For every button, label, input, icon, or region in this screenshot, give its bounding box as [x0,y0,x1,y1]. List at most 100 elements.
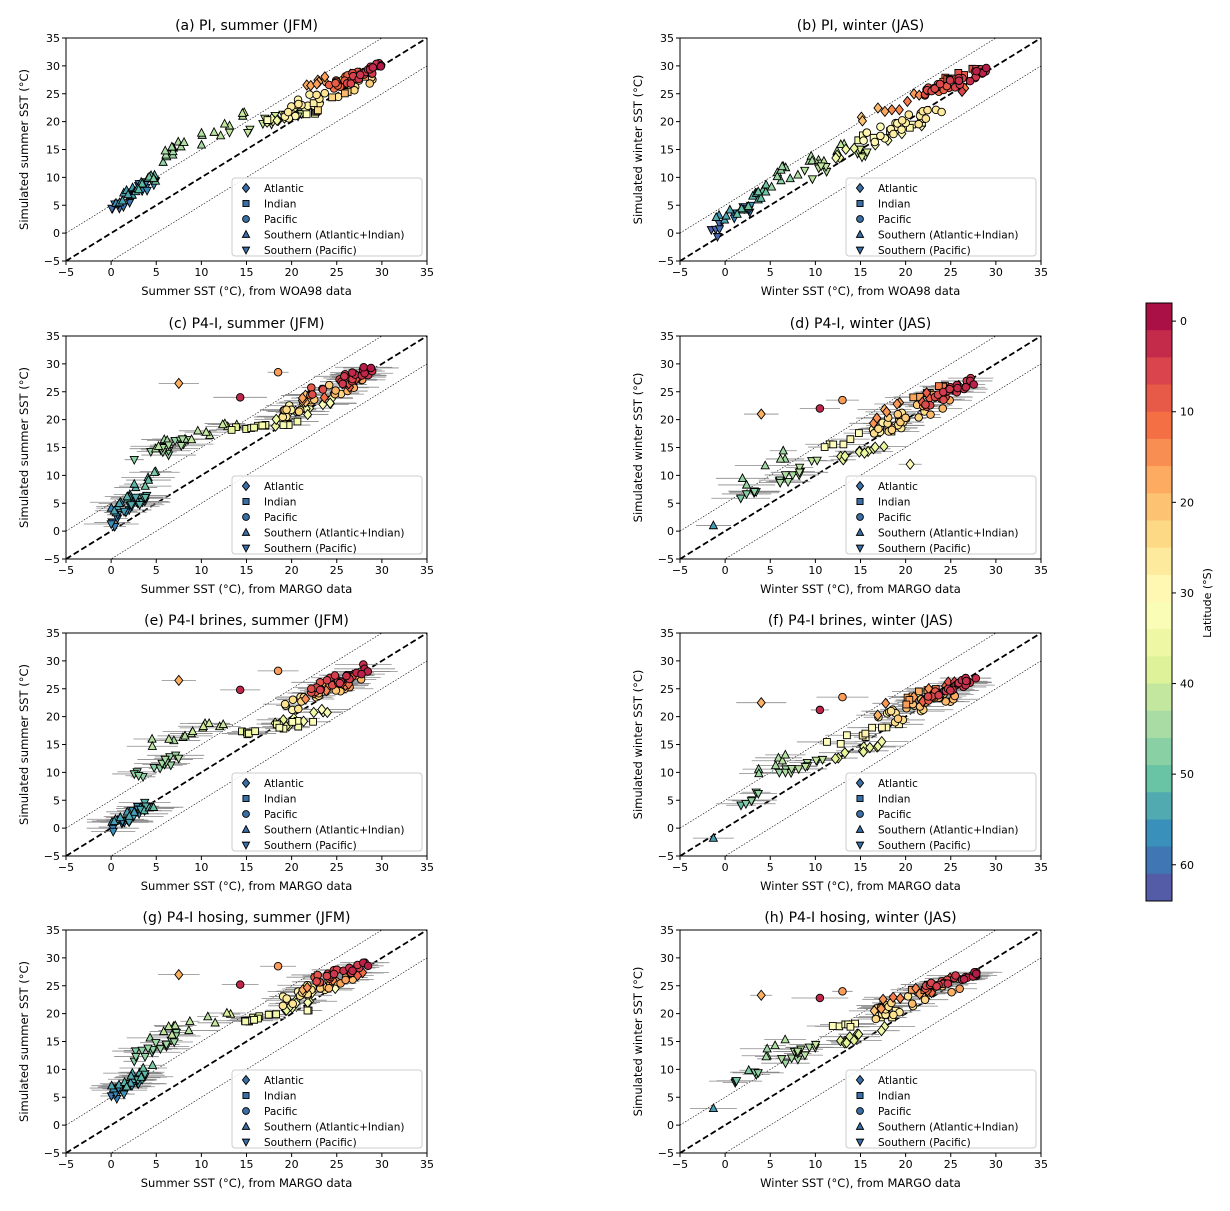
data-point [359,363,368,372]
data-point [320,71,330,83]
x-tick-label: 35 [1034,266,1048,279]
data-point [945,384,954,394]
y-tick-label: 30 [46,655,60,668]
legend-label: Pacific [264,512,298,524]
data-point [155,1045,166,1055]
data-point [842,1037,852,1049]
data-point [108,827,118,837]
x-tick-label: 25 [944,1158,958,1171]
panel-title: (f) P4-I brines, winter (JAS) [768,613,953,629]
legend-marker [855,1074,865,1086]
x-tick-label: 10 [808,861,822,874]
data-point [815,404,825,413]
data-point [114,498,125,508]
colorbar-segment [1146,303,1172,331]
data-point [273,961,283,971]
y-tick-label: 35 [46,32,60,45]
x-tick-label: 0 [722,564,729,577]
legend-box [845,177,1037,257]
legend-marker [855,841,865,850]
x-axis-label: Winter SST (°C), from MARGO data [760,582,961,596]
colorbar-segment [1146,873,1172,902]
data-point [800,1051,810,1061]
legend-label: Atlantic [878,183,918,195]
legend-marker [241,777,251,789]
data-point [945,76,955,85]
x-tick-label: −5 [672,564,688,577]
colorbar-segment [1146,330,1172,358]
x-tick-label: 15 [240,564,254,577]
x-axis-label: Winter SST (°C), from MARGO data [760,879,961,893]
data-point [307,684,316,693]
data-point [133,772,144,782]
data-point [218,719,228,729]
data-point [868,723,876,732]
data-point [854,1028,864,1041]
data-point [235,685,245,695]
data-point [926,410,935,419]
legend-box [231,1069,423,1149]
data-point [955,984,964,993]
reference-lines [680,633,1041,856]
data-points [83,363,399,533]
legend: Atlantic Indian Pacific Southern (Atlantic+… [231,772,423,852]
data-point [961,383,971,392]
data-point [320,89,329,98]
data-point [124,810,135,820]
data-point [878,993,888,1006]
x-tick-label: 5 [153,1158,160,1171]
y-tick-label: 35 [660,330,674,343]
data-point [849,1034,859,1047]
data-point [865,741,875,754]
colorbar-segment [1146,493,1172,521]
legend-label: Indian [264,497,296,509]
data-point [125,1077,136,1087]
legend-marker [242,199,250,208]
y-tick-label: 20 [46,1008,60,1021]
x-tick-label: 20 [285,266,299,279]
legend: Atlantic Indian Pacific Southern (Atlantic+… [845,475,1037,555]
x-tick-label: 0 [108,266,115,279]
y-tick-label: 10 [660,766,674,779]
data-point [836,739,845,748]
x-tick-label: 0 [722,861,729,874]
data-point [920,995,930,1004]
x-tick-label: −5 [58,266,74,279]
data-point [186,434,197,444]
y-tick-label: 0 [667,227,674,240]
data-point [874,424,883,434]
data-point [328,93,336,102]
x-tick-label: 35 [420,564,434,577]
data-point [322,971,332,981]
data-point [888,991,898,1003]
data-point [307,383,316,392]
data-point [887,425,897,435]
x-tick-label: 0 [108,861,115,874]
y-tick-label: 0 [667,1119,674,1132]
data-point [811,756,821,766]
data-point [761,186,771,196]
y-axis-label: Simulated summer SST (°C) [17,664,31,825]
colorbar-segment [1146,357,1172,386]
data-point [799,166,810,176]
y-tick-label: 10 [46,171,60,184]
legend-label: Atlantic [264,183,304,195]
data-point [196,139,207,149]
x-tick-label: −5 [58,564,74,577]
data-point [937,107,946,117]
data-point [185,1015,195,1025]
data-point [804,1043,815,1053]
data-point [193,425,203,435]
data-point [943,979,953,988]
data-point [329,969,339,979]
y-tick-label: 20 [46,116,60,129]
data-point [829,440,838,449]
y-tick-label: 25 [660,980,674,993]
legend-label: Southern (Atlantic+Indian) [878,528,1018,540]
data-point [892,398,902,410]
legend-label: Indian [264,199,296,211]
legend-label: Southern (Pacific) [264,245,357,257]
y-tick-label: 15 [46,1036,60,1049]
panel-title: (e) P4-I brines, summer (JFM) [144,613,349,629]
data-point [324,380,334,390]
